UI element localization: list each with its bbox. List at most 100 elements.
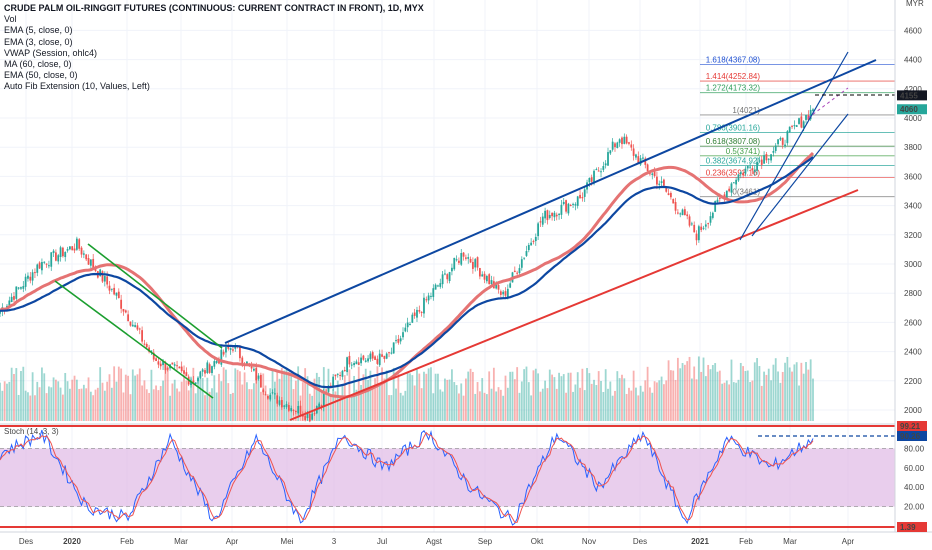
volume-bar (609, 381, 612, 421)
candle-body (672, 199, 675, 204)
upper-channel-line[interactable] (224, 59, 877, 344)
volume-bar (553, 377, 556, 421)
candle-body (145, 344, 148, 348)
volume-bar (68, 388, 71, 421)
fib-label-0.618: 0.618(3807.08) (706, 137, 761, 146)
candle-body (537, 223, 540, 237)
time-tick-label: Jul (377, 537, 387, 546)
time-tick-label: Des (633, 537, 647, 546)
candle-body (208, 364, 211, 373)
wedge-lower-line[interactable] (54, 280, 214, 399)
volume-bar (171, 383, 174, 421)
candle-body (590, 177, 593, 182)
candle-body (767, 158, 770, 160)
candle-body (434, 284, 437, 290)
candle-body (222, 351, 225, 355)
candle-body (749, 166, 752, 168)
fib-label-0.236: 0.236(3593.16) (706, 168, 761, 177)
legend-vol[interactable]: Vol (4, 14, 17, 25)
stoch-max-tag-bg (897, 421, 927, 431)
legend-ema5[interactable]: EMA (5, close, 0) (4, 25, 73, 36)
candle-body (24, 276, 27, 287)
volume-bar (311, 395, 314, 421)
wedge-upper-line[interactable] (87, 243, 223, 349)
candle-body (117, 291, 120, 299)
volume-bar (92, 395, 95, 421)
support-line[interactable] (289, 189, 859, 421)
volume-bar (800, 362, 803, 421)
candle-body (260, 374, 262, 388)
chart-title[interactable]: CRUDE PALM OIL-RINGGIT FUTURES (CONTINUO… (4, 3, 424, 13)
volume-bar (672, 370, 675, 421)
rising-channel-lower[interactable] (751, 113, 849, 237)
candle-body (171, 362, 174, 365)
volume-bar (651, 392, 654, 421)
candle-body (562, 201, 565, 205)
legend-autofib[interactable]: Auto Fib Extension (10, Values, Left) (4, 81, 150, 92)
volume-bar (739, 362, 742, 421)
projection-line[interactable] (807, 87, 849, 119)
stoch-k-line[interactable] (0, 429, 814, 526)
volume-bar (241, 384, 244, 421)
volume-bar (597, 371, 600, 421)
volume-bar (413, 385, 416, 421)
candle-body (110, 288, 113, 290)
candle-body (376, 358, 379, 364)
volume-bar (756, 358, 758, 421)
candle-body (141, 330, 144, 342)
price-tick-label: 3000 (904, 260, 922, 269)
volume-bar (600, 380, 602, 421)
candle-body (120, 299, 123, 309)
volume-bar (781, 371, 784, 421)
candle-body (683, 209, 686, 216)
volume-bar (3, 381, 6, 421)
candle-body (527, 244, 530, 251)
legend-ema3[interactable]: EMA (3, close, 0) (4, 36, 73, 47)
volume-bar (502, 395, 505, 421)
candle-body (341, 370, 344, 377)
volume-bar (744, 371, 747, 421)
candle-body (350, 364, 353, 366)
legend-vwap[interactable]: VWAP (Session, ohlc4) (4, 47, 98, 58)
candle-body (513, 270, 516, 273)
candle-body (322, 392, 325, 407)
volume-bar (134, 375, 137, 421)
volume-bar (29, 395, 32, 421)
legend-ma60[interactable]: MA (60, close, 0) (4, 59, 72, 70)
volume-bar (211, 388, 213, 421)
volume-bar (735, 382, 738, 421)
volume-bar (273, 381, 276, 421)
volume-bar (711, 365, 714, 421)
candle-body (523, 257, 526, 259)
candle-body (520, 259, 523, 268)
candle-body (695, 233, 698, 241)
candle-body (597, 170, 600, 172)
rising-channel-upper[interactable] (739, 51, 849, 241)
ema50-line[interactable] (0, 156, 814, 389)
candle-body (709, 216, 712, 223)
ma60-line[interactable] (0, 151, 815, 399)
candle-body (576, 196, 579, 206)
price-tick-label: 3400 (904, 202, 922, 211)
volume-bar (306, 376, 309, 421)
candle-body (43, 261, 46, 263)
stoch-d-line[interactable] (0, 431, 814, 523)
stoch-legend[interactable]: Stoch (14, 3, 3) (4, 427, 59, 436)
fib-label-0.786: 0.786(3901.16) (706, 123, 761, 132)
candle-body (763, 155, 765, 164)
candle-body (364, 360, 367, 362)
volume-bar (630, 390, 633, 421)
price-tick-label: 4600 (904, 26, 922, 35)
volume-bar (124, 374, 127, 421)
time-tick-label: Des (19, 537, 33, 546)
volume-bar (94, 389, 97, 421)
candle-body (89, 259, 92, 266)
candle-body (94, 268, 97, 272)
candle-body (402, 332, 404, 338)
volume-bar (110, 387, 113, 421)
legend-ema50[interactable]: EMA (50, close, 0) (4, 70, 78, 81)
candle-body (653, 171, 656, 177)
volume-bar (1, 390, 4, 421)
volume-bar (10, 367, 13, 421)
